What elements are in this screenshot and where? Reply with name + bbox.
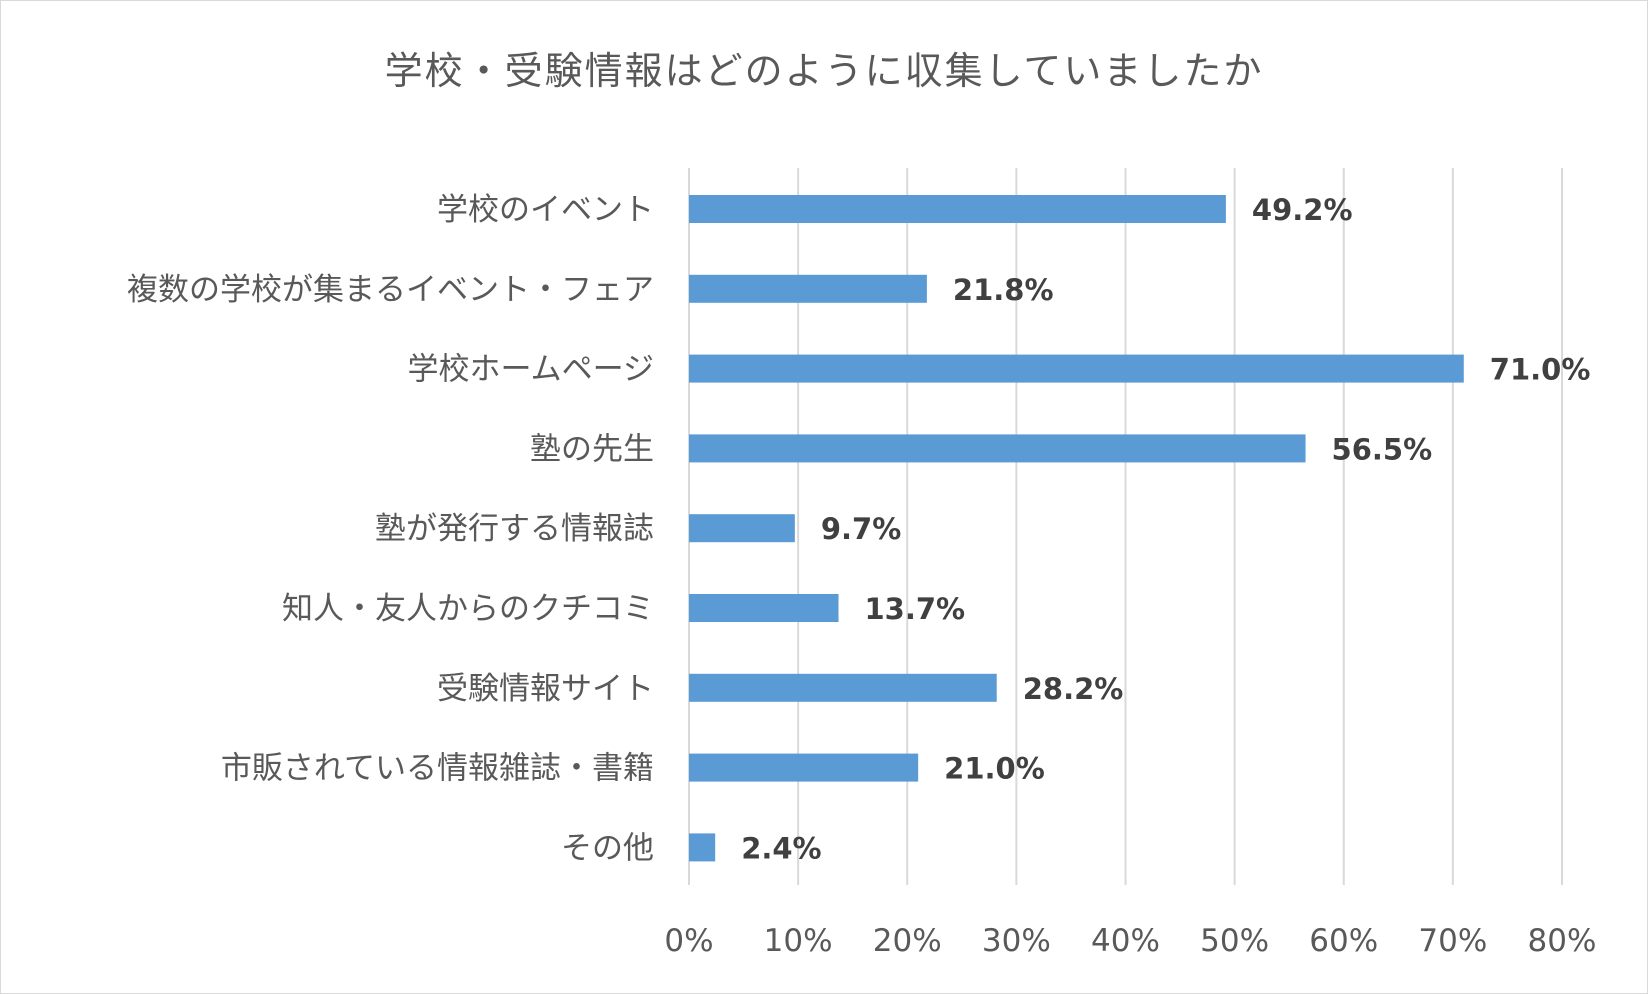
category-label-1: 複数の学校が集まるイベント・フェア	[127, 272, 654, 308]
bar-8	[689, 833, 716, 862]
bar-0	[689, 195, 1226, 223]
x-tick-label-60: 60%	[1309, 923, 1378, 959]
data-label-7: 21.0%	[944, 752, 1045, 786]
data-label-0: 49.2%	[1252, 193, 1353, 227]
data-label-4: 9.7%	[821, 512, 901, 546]
bar-5	[689, 594, 839, 622]
bar-2	[689, 354, 1464, 383]
category-label-4: 塾が発行する情報誌	[375, 511, 654, 547]
bar-1	[689, 274, 927, 303]
category-label-2: 学校ホームページ	[408, 352, 654, 388]
x-tick-label-40: 40%	[1091, 923, 1160, 959]
category-label-3: 塾の先生	[530, 431, 654, 467]
data-label-2: 71.0%	[1490, 353, 1591, 387]
category-label-7: 市販されている情報雑誌・書籍	[221, 751, 654, 787]
chart-title: 学校・受験情報はどのように収集していましたか	[384, 49, 1264, 93]
x-tick-label-30: 30%	[982, 923, 1051, 959]
bar-4	[689, 514, 795, 543]
category-label-5: 知人・友人からのクチコミ	[282, 591, 654, 627]
data-label-3: 56.5%	[1332, 432, 1433, 466]
x-tick-label-50: 50%	[1200, 923, 1269, 959]
category-label-8: その他	[561, 830, 654, 866]
x-tick-label-80: 80%	[1528, 923, 1597, 959]
category-label-0: 学校のイベント	[437, 192, 654, 228]
bar-3	[689, 434, 1306, 463]
x-tick-label-70: 70%	[1418, 923, 1487, 959]
bar-6	[689, 673, 997, 702]
bar-7	[689, 753, 919, 782]
x-tick-label-0: 0%	[664, 923, 713, 959]
x-tick-label-10: 10%	[764, 923, 833, 959]
data-label-5: 13.7%	[865, 592, 966, 626]
data-label-1: 21.8%	[953, 273, 1054, 307]
category-label-6: 受験情報サイト	[437, 671, 654, 707]
data-label-8: 2.4%	[741, 831, 821, 865]
x-tick-label-20: 20%	[873, 923, 942, 959]
data-label-6: 28.2%	[1023, 672, 1124, 706]
